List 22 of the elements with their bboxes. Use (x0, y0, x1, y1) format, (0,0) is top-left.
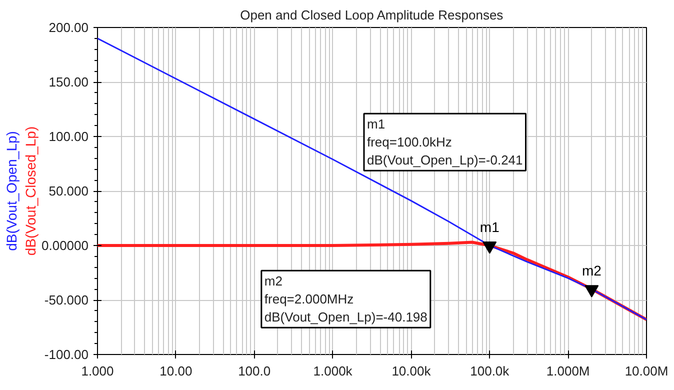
y-tick-label: 100.00 (48, 129, 89, 144)
annotation: m2 (582, 262, 602, 278)
x-tick-label: 1.000M (546, 364, 590, 378)
y-tick-label: 200.00 (48, 20, 89, 35)
annotation: m1 freq=100.0kHz dB(Vout_Open_Lp)=-0.241 (366, 116, 523, 168)
y-tick-label: 50.000 (48, 184, 89, 198)
x-tick-label: 10.00k (392, 364, 432, 378)
y-tick-label: 150.00 (48, 74, 89, 90)
text: dB(Vout_Closed_Lp) (22, 126, 38, 256)
annotation: m1 (480, 218, 500, 235)
text: dB(Vout_Open_Lp) (4, 131, 20, 251)
x-tick-label: 10.00M (624, 364, 668, 378)
y-tick-label: -50.000 (44, 292, 89, 308)
y-tick-label: 0.00000 (42, 238, 89, 253)
x-tick-label: 1.000k (313, 364, 353, 378)
x-tick-label: 1.000 (81, 364, 114, 378)
chart-title: Open and Closed Loop Amplitude Responses (240, 8, 504, 22)
x-tick-label: 100.0 (238, 364, 271, 378)
x-tick-label: 100.0k (470, 364, 510, 378)
annotation: m2 freq=2.000MHz dB(Vout_Open_Lp)=-40.198 (264, 274, 428, 325)
x-tick-label: 10.00 (160, 364, 192, 378)
y-tick-label: -100.00 (44, 347, 89, 362)
